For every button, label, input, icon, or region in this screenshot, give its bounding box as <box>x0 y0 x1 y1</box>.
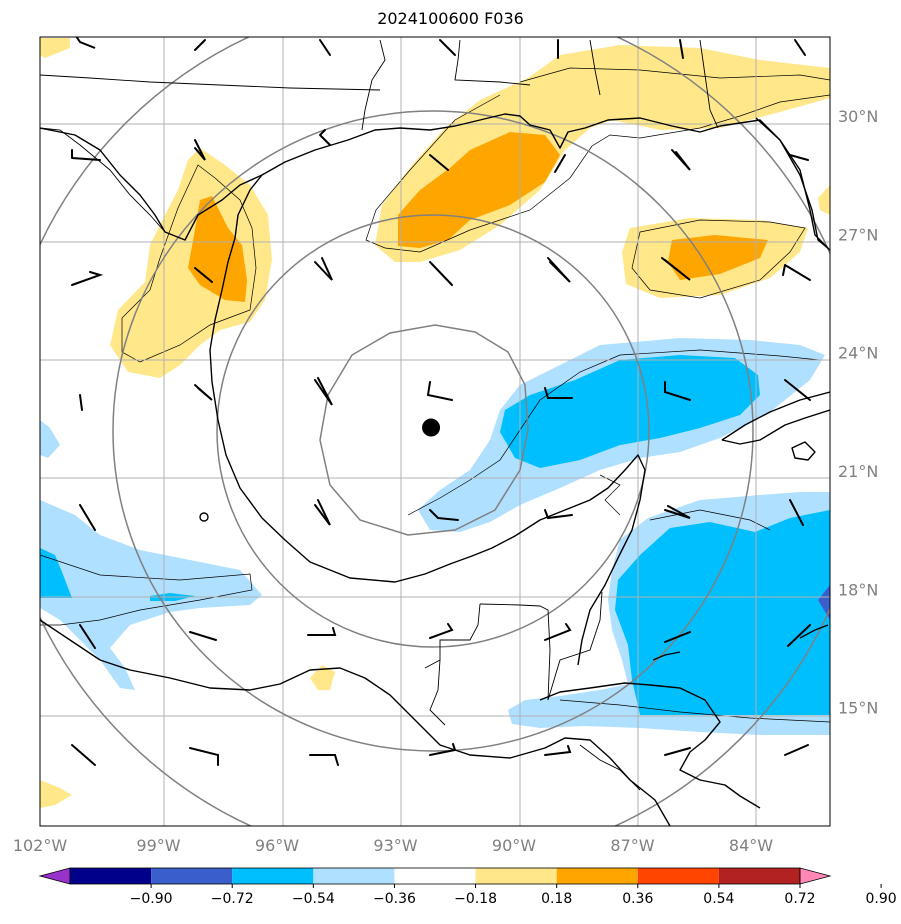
mexico-east-coastline <box>209 174 646 666</box>
positive-anomaly-region <box>818 185 830 215</box>
positive-anomaly-region <box>40 38 70 58</box>
longitude-tick-label: 93°W <box>373 836 417 855</box>
colorbar-tick-label: −0.54 <box>292 891 335 907</box>
latitude-tick-label: 24°N <box>838 344 878 363</box>
colorbar-segment <box>718 868 800 884</box>
coastline-layer <box>40 113 830 826</box>
colorbar-tick-label: 0.90 <box>866 891 897 907</box>
colorbar-frame <box>69 867 801 885</box>
island-coastline <box>799 624 829 639</box>
colorbar-tick-label: 0.18 <box>541 891 572 907</box>
colorbar-segment <box>70 868 152 884</box>
colorbar-tick-label: 0.54 <box>703 891 734 907</box>
gulf-coastline <box>40 113 829 249</box>
shaded-field-layer <box>40 38 830 808</box>
pacific-coastline <box>40 619 671 826</box>
cuba-coastline <box>721 391 830 445</box>
very-strong-negative-anomaly-region <box>818 585 830 620</box>
longitude-tick-label: 102°W <box>13 836 68 855</box>
colorbar: −0.90 −0.72 −0.54 −0.36 −0.18 0.18 0.36 0.54 0.7… <box>38 867 897 907</box>
range-rings <box>40 37 830 826</box>
colorbar-segment <box>151 868 233 884</box>
colorbar-tick-label: −0.72 <box>211 891 254 907</box>
latitude-tick-label: 18°N <box>838 580 878 599</box>
longitude-tick-label: 84°W <box>729 836 773 855</box>
central-america-coastline <box>539 682 761 809</box>
map-title: 2024100600 F036 <box>377 9 524 28</box>
latitude-tick-label: 27°N <box>838 225 878 244</box>
island-coastline <box>652 651 681 661</box>
island-coastline <box>199 512 209 522</box>
island-coastline <box>791 441 816 461</box>
colorbar-extension-low <box>38 867 71 885</box>
longitude-tick-label: 87°W <box>610 836 654 855</box>
colorbar-segment <box>394 868 476 884</box>
colorbar-tick-label: −0.90 <box>130 891 173 907</box>
latitude-tick-label: 30°N <box>838 107 878 126</box>
colorbar-segment <box>556 868 638 884</box>
colorbar-tick-label: −0.18 <box>454 891 497 907</box>
strong-negative-anomaly-region <box>500 355 760 468</box>
storm-center-marker <box>422 418 441 437</box>
range-ring <box>216 214 650 648</box>
strong-negative-anomaly-region <box>40 548 72 598</box>
map-frame <box>39 36 831 827</box>
graticule <box>40 37 830 826</box>
florida-coastline <box>755 117 830 251</box>
positive-anomaly-region <box>310 665 335 690</box>
wind-barb-layer <box>71 37 811 766</box>
colorbar-tick-label: 0.72 <box>784 891 815 907</box>
strong-positive-anomaly-region <box>668 235 768 280</box>
longitude-tick-label: 90°W <box>492 836 536 855</box>
longitude-tick-label: 99°W <box>136 836 180 855</box>
negative-anomaly-region <box>40 500 262 690</box>
longitude-tick-label: 96°W <box>255 836 299 855</box>
colorbar-extension-high <box>799 867 832 885</box>
colorbar-tick-label: −0.36 <box>373 891 416 907</box>
latitude-tick-labels: 30°N 27°N 24°N 21°N 18°N 15°N <box>838 107 878 718</box>
strong-negative-anomaly-region <box>615 510 830 715</box>
latitude-tick-label: 21°N <box>838 462 878 481</box>
colorbar-segment <box>313 868 395 884</box>
range-ring-inner <box>319 324 529 536</box>
negative-anomaly-region <box>40 420 60 458</box>
colorbar-segment <box>637 868 719 884</box>
colorbar-segment <box>232 868 314 884</box>
border-layer <box>40 39 719 791</box>
range-ring <box>112 110 754 752</box>
longitude-tick-labels: 102°W 99°W 96°W 93°W 90°W 87°W 84°W <box>13 836 773 855</box>
positive-anomaly-region <box>40 780 72 808</box>
colorbar-segment <box>475 868 557 884</box>
colorbar-tick-label: 0.36 <box>622 891 653 907</box>
latitude-tick-label: 15°N <box>838 699 878 718</box>
